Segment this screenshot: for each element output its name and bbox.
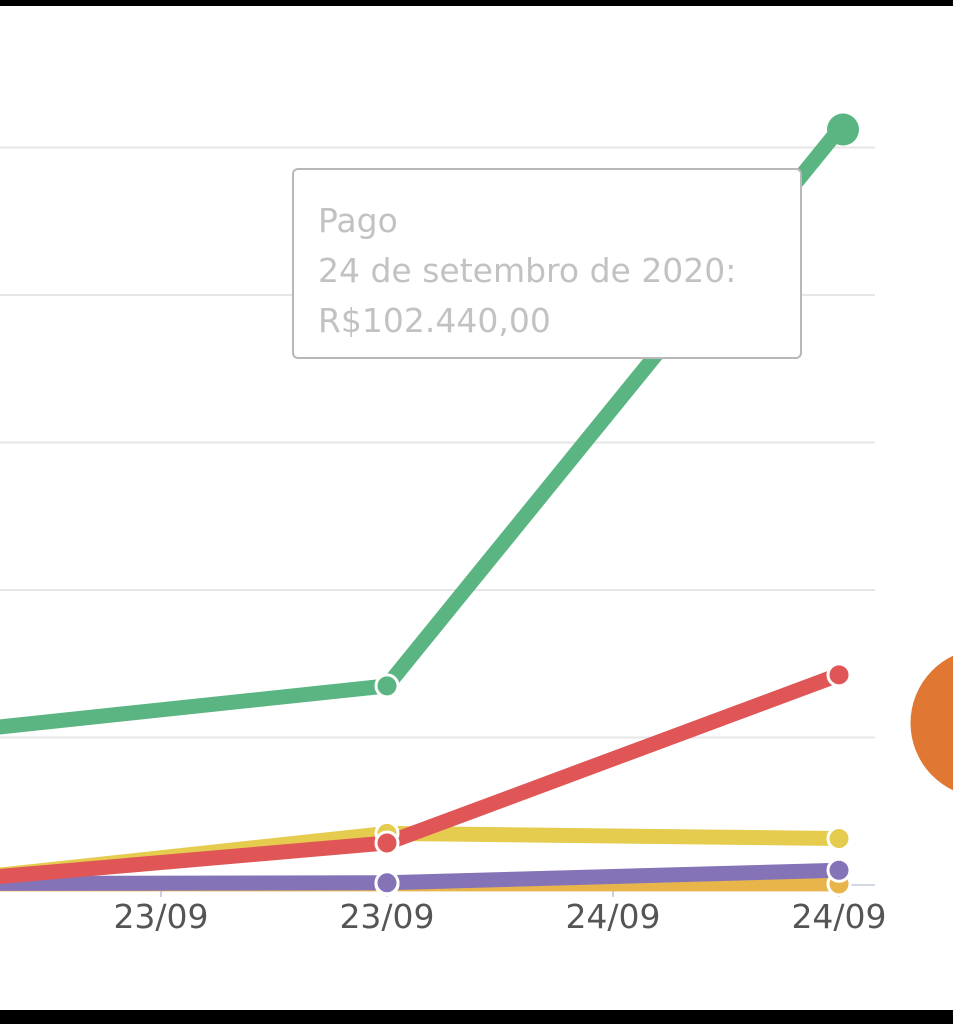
series-points: [374, 113, 859, 897]
x-tick-label: 23/09: [113, 897, 208, 936]
chart-panel: 23/09 23/09 24/09 24/09 Pago 24 de setembro…: [0, 6, 953, 1010]
data-point[interactable]: [826, 662, 852, 688]
x-axis: 23/09 23/09 24/09 24/09: [0, 884, 887, 936]
data-point[interactable]: [826, 826, 852, 852]
hovered-point[interactable]: [827, 113, 859, 146]
data-point[interactable]: [826, 857, 852, 883]
chart-tooltip: Pago 24 de setembro de 2020: R$102.440,0…: [292, 168, 802, 359]
tooltip-date: 24 de setembro de 2020:: [318, 251, 737, 290]
series-line[interactable]: [0, 667, 847, 884]
x-tick-label: 24/09: [791, 897, 886, 936]
data-point[interactable]: [374, 673, 400, 699]
data-point[interactable]: [374, 870, 400, 896]
pie-chart-slice[interactable]: [907, 647, 953, 799]
tooltip-value: R$102.440,00: [318, 301, 551, 340]
data-point[interactable]: [374, 830, 400, 856]
tooltip-series-name: Pago: [318, 201, 398, 240]
line-chart: 23/09 23/09 24/09 24/09: [0, 113, 953, 936]
x-tick-label: 24/09: [565, 897, 660, 936]
x-tick-label: 23/09: [339, 897, 434, 936]
